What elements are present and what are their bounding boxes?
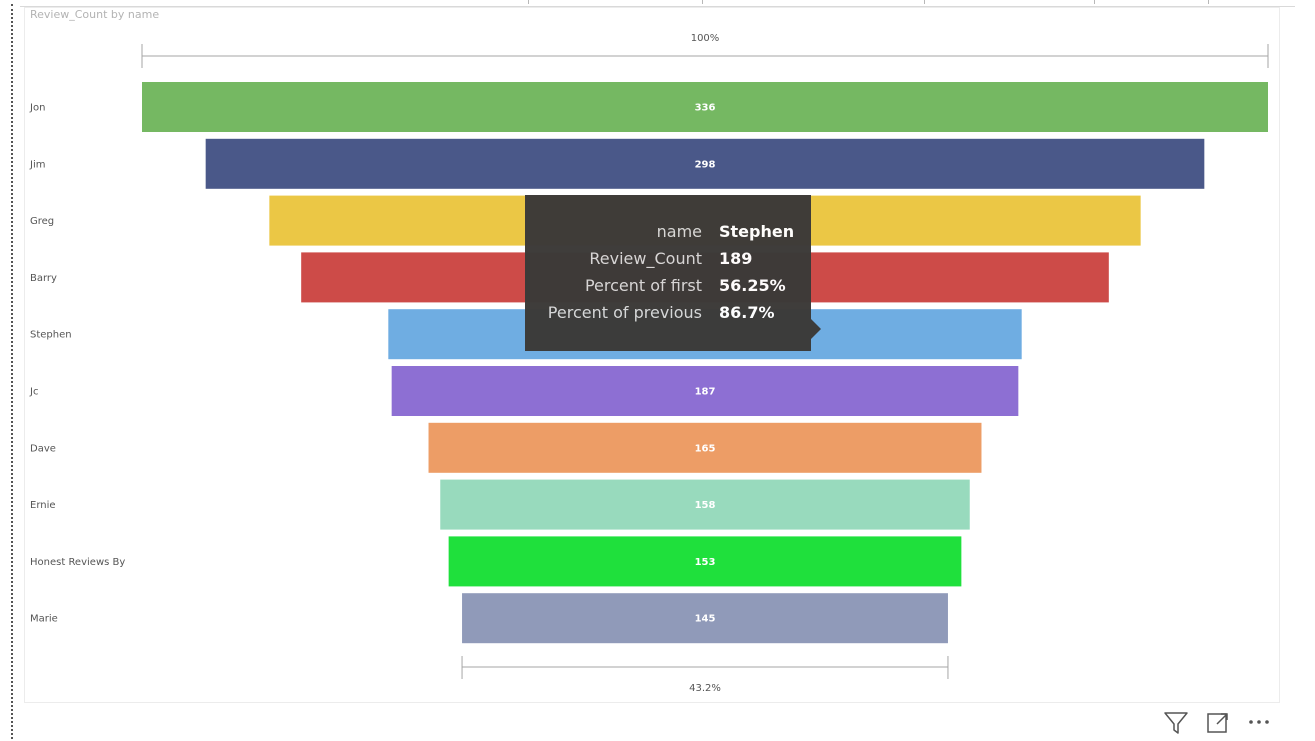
tooltip-key: name bbox=[656, 222, 702, 241]
data-label: 153 bbox=[695, 557, 716, 568]
data-label: 298 bbox=[695, 159, 716, 170]
category-label: Stephen bbox=[30, 330, 72, 341]
data-tooltip: name Stephen Review_Count 189 Percent of… bbox=[525, 195, 821, 351]
funnel-bar[interactable] bbox=[205, 138, 1205, 189]
more-options-icon[interactable] bbox=[1246, 709, 1274, 737]
category-label: Jon bbox=[29, 103, 45, 114]
funnel-bar[interactable] bbox=[391, 366, 1019, 416]
data-label: 187 bbox=[695, 387, 716, 398]
funnel-bar[interactable] bbox=[428, 422, 982, 473]
funnel-bar[interactable] bbox=[462, 593, 948, 644]
top-percent-label: 100% bbox=[691, 33, 720, 44]
category-label: Barry bbox=[30, 273, 57, 284]
category-label: Honest Reviews By bbox=[30, 557, 125, 568]
tooltip-value: 86.7% bbox=[719, 303, 775, 322]
category-label: Dave bbox=[30, 443, 56, 454]
tooltip-key: Percent of first bbox=[584, 276, 702, 295]
tooltip-value: 56.25% bbox=[719, 276, 786, 295]
tooltip-value: 189 bbox=[719, 249, 753, 268]
tooltip-row-percent-of-first: Percent of first 56.25% bbox=[525, 276, 811, 298]
funnel-bar[interactable] bbox=[440, 479, 970, 530]
tooltip-key: Review_Count bbox=[589, 249, 702, 268]
category-label: Jc bbox=[29, 387, 38, 398]
category-label: Greg bbox=[30, 216, 54, 227]
tooltip-value: Stephen bbox=[719, 222, 795, 241]
data-label: 165 bbox=[695, 443, 716, 454]
tooltip-row-name: name Stephen bbox=[525, 222, 811, 244]
data-label: 158 bbox=[695, 500, 716, 511]
tooltip-key: Percent of previous bbox=[547, 303, 702, 322]
tooltip-pointer bbox=[811, 319, 821, 339]
funnel-bar[interactable] bbox=[142, 82, 1268, 132]
category-label: Jim bbox=[29, 159, 45, 170]
bottom-percent-label: 43.2% bbox=[689, 683, 721, 694]
visual-focus-border bbox=[11, 4, 13, 739]
filter-icon[interactable] bbox=[1162, 709, 1190, 737]
tooltip-row-review-count: Review_Count 189 bbox=[525, 249, 811, 271]
focus-mode-icon[interactable] bbox=[1204, 709, 1232, 737]
tooltip-row-percent-of-previous: Percent of previous 86.7% bbox=[525, 303, 811, 325]
top-visual-strip bbox=[20, 0, 1295, 7]
visual-title: Review_Count by name bbox=[30, 8, 160, 21]
data-label: 145 bbox=[695, 614, 716, 625]
category-label: Ernie bbox=[30, 500, 56, 511]
data-label: 336 bbox=[695, 103, 716, 114]
funnel-bar[interactable] bbox=[448, 536, 962, 587]
category-label: Marie bbox=[30, 614, 58, 625]
